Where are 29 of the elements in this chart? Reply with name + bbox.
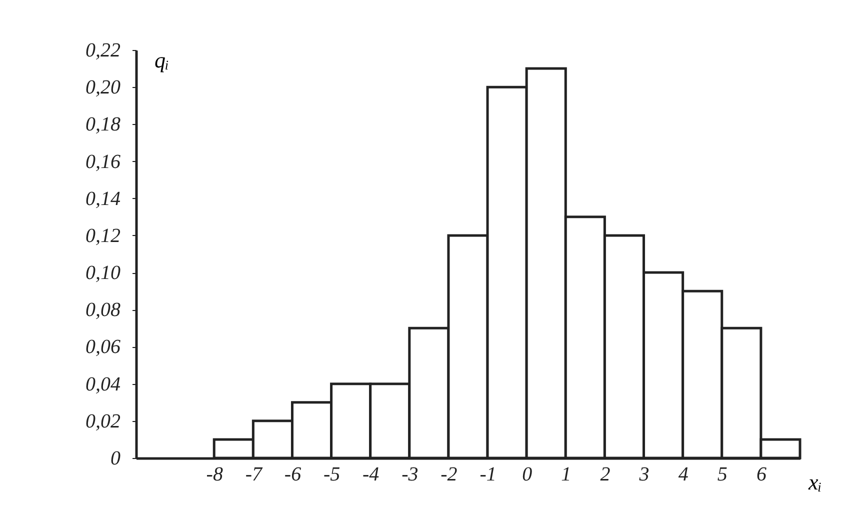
y-tick-label: 0,18 — [86, 114, 120, 136]
x-tick-label: -6 — [284, 464, 302, 486]
x-tick-label: 2 — [600, 464, 610, 486]
y-tick-label: 0,12 — [86, 224, 120, 247]
y-tick-label: 0,08 — [86, 299, 120, 322]
y-tick-label: 0,22 — [86, 40, 120, 62]
x-tick-label: 1 — [561, 464, 572, 486]
y-tick-label: 0,10 — [86, 262, 120, 284]
x-tick-label: 6 — [756, 464, 766, 486]
x-axis-title: xᵢ — [808, 470, 822, 494]
y-tick-label: 0,20 — [86, 76, 120, 99]
y-tick-label: 0 — [110, 448, 120, 470]
x-tick-label: 5 — [717, 464, 728, 486]
y-tick-label: 0,04 — [86, 373, 120, 396]
x-tick-label: -5 — [323, 464, 340, 486]
x-tick-label: -4 — [362, 464, 380, 486]
y-tick-label: 0,06 — [86, 336, 120, 358]
x-tick-label: 3 — [638, 464, 650, 486]
x-tick-label: -2 — [440, 464, 458, 486]
x-tick-label: -7 — [245, 464, 263, 486]
x-tick-label: 4 — [678, 464, 688, 486]
y-tick-label: 0,14 — [86, 188, 120, 210]
y-tick-label: 0,02 — [86, 410, 120, 432]
y-tick-label: 0,16 — [86, 150, 120, 173]
x-tick-label: -8 — [206, 464, 223, 486]
y-axis-title: qᵢ — [154, 48, 169, 72]
x-tick-label: -1 — [480, 464, 496, 486]
x-tick-label: -3 — [402, 464, 418, 486]
x-tick-label: 0 — [522, 464, 532, 486]
